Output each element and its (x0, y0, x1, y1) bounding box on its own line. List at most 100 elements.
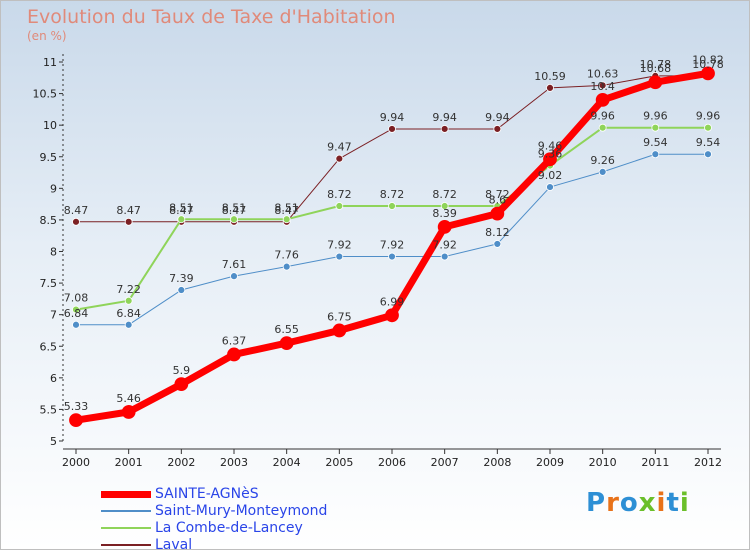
data-point (598, 123, 607, 132)
data-label: 10.78 (692, 58, 724, 71)
data-point (227, 347, 241, 362)
data-label: 10.59 (534, 70, 566, 83)
data-point (124, 320, 133, 329)
data-label: 9.46 (538, 139, 563, 152)
legend-label: SAINTE-AGNèS (155, 486, 259, 502)
data-point (595, 93, 610, 107)
data-point (282, 215, 291, 224)
data-point (332, 323, 347, 338)
data-point (72, 305, 80, 314)
data-label: 5.46 (116, 392, 141, 405)
data-label: 8.47 (274, 204, 299, 217)
data-label: 9.94 (432, 111, 457, 124)
data-label: 9.02 (538, 169, 563, 182)
data-point (335, 154, 344, 163)
data-label: 8.47 (222, 204, 247, 217)
x-tick-label: 2011 (641, 456, 669, 469)
y-tick-label: 8.5 (40, 214, 58, 227)
data-point (493, 125, 502, 133)
data-label: 10.63 (587, 67, 619, 80)
y-tick-label: 11 (43, 56, 57, 69)
data-point (174, 377, 189, 392)
data-label: 9.54 (643, 136, 668, 149)
brand-letter: P (586, 488, 607, 518)
data-label: 10.78 (640, 58, 672, 71)
data-label: 7.92 (380, 239, 405, 252)
legend-swatch (101, 510, 151, 512)
data-label: 7.08 (64, 292, 89, 305)
data-label: 7.92 (327, 239, 352, 252)
data-label: 9.96 (590, 110, 615, 123)
data-point (440, 252, 449, 261)
data-point (598, 81, 607, 90)
data-label: 9.26 (590, 154, 615, 167)
data-point (335, 202, 344, 210)
data-point (440, 202, 449, 210)
data-point (543, 152, 557, 167)
x-tick-label: 2003 (220, 456, 248, 469)
data-point (177, 286, 186, 294)
brand-letter: x (638, 488, 657, 518)
data-label: 5.9 (173, 364, 191, 377)
data-label: 9.47 (327, 141, 352, 154)
data-label: 8.72 (327, 188, 352, 201)
data-label: 9.36 (538, 148, 563, 161)
data-label: 6.37 (222, 334, 247, 347)
data-label: 8.72 (380, 188, 405, 201)
x-tick-label: 2001 (115, 456, 143, 469)
data-point (69, 413, 83, 428)
axes: 5 5.5 6 6.5 7 7.5 8 8.5 9 9.5 10 10.5 11 2000 2001 2002… (33, 54, 722, 469)
legend-label: La Combe-de-Lancey (155, 520, 303, 536)
data-point (282, 262, 291, 271)
x-tick-label: 2012 (694, 456, 722, 469)
data-point (388, 252, 396, 261)
y-tick-label: 10.5 (33, 88, 58, 101)
data-point (124, 217, 133, 226)
data-point (598, 168, 607, 176)
data-label: 6.84 (64, 307, 89, 320)
data-label: 9.54 (696, 136, 721, 149)
data-point (704, 150, 712, 159)
data-label: 8.6 (489, 194, 507, 207)
legend-swatch (101, 544, 151, 546)
legend-label: Saint-Mury-Monteymond (155, 503, 328, 519)
y-tick-label: 7.5 (40, 277, 58, 290)
x-tick-label: 2000 (62, 456, 90, 469)
data-label: 10.68 (640, 62, 672, 75)
data-label: 6.99 (380, 295, 405, 308)
data-label: 8.12 (485, 226, 510, 239)
data-point (546, 83, 554, 92)
data-point (72, 320, 80, 329)
data-point (701, 66, 715, 81)
series-layer (69, 66, 715, 428)
data-label: 6.84 (116, 307, 141, 320)
data-label: 7.39 (169, 272, 194, 285)
data-label: 9.96 (696, 110, 721, 123)
data-point (704, 123, 712, 132)
data-point (546, 183, 554, 191)
y-axis-unit-label: (en %) (27, 29, 67, 43)
y-tick-label: 10 (43, 119, 57, 132)
x-tick-label: 2007 (431, 456, 459, 469)
data-point (72, 217, 80, 226)
brand-letter: o (619, 488, 639, 518)
legend-swatch (101, 491, 151, 498)
data-label: 6.55 (274, 323, 299, 336)
data-label: 8.47 (169, 204, 194, 217)
data-point (177, 215, 186, 224)
chart-title: Evolution du Taux de Taxe d'Habitation (27, 6, 396, 28)
y-tick-label: 5.5 (40, 403, 58, 416)
y-tick-label: 9 (50, 182, 57, 195)
brand-letter: i (656, 488, 667, 518)
x-tick-label: 2008 (483, 456, 511, 469)
brand-letter: i (679, 488, 690, 518)
data-point (437, 219, 452, 234)
data-point (440, 125, 449, 133)
data-label: 10.4 (590, 80, 615, 93)
x-tick-label: 2005 (325, 456, 353, 469)
data-label: 8.39 (432, 207, 457, 220)
x-tick-label: 2004 (273, 456, 301, 469)
data-label: 8.72 (485, 188, 510, 201)
